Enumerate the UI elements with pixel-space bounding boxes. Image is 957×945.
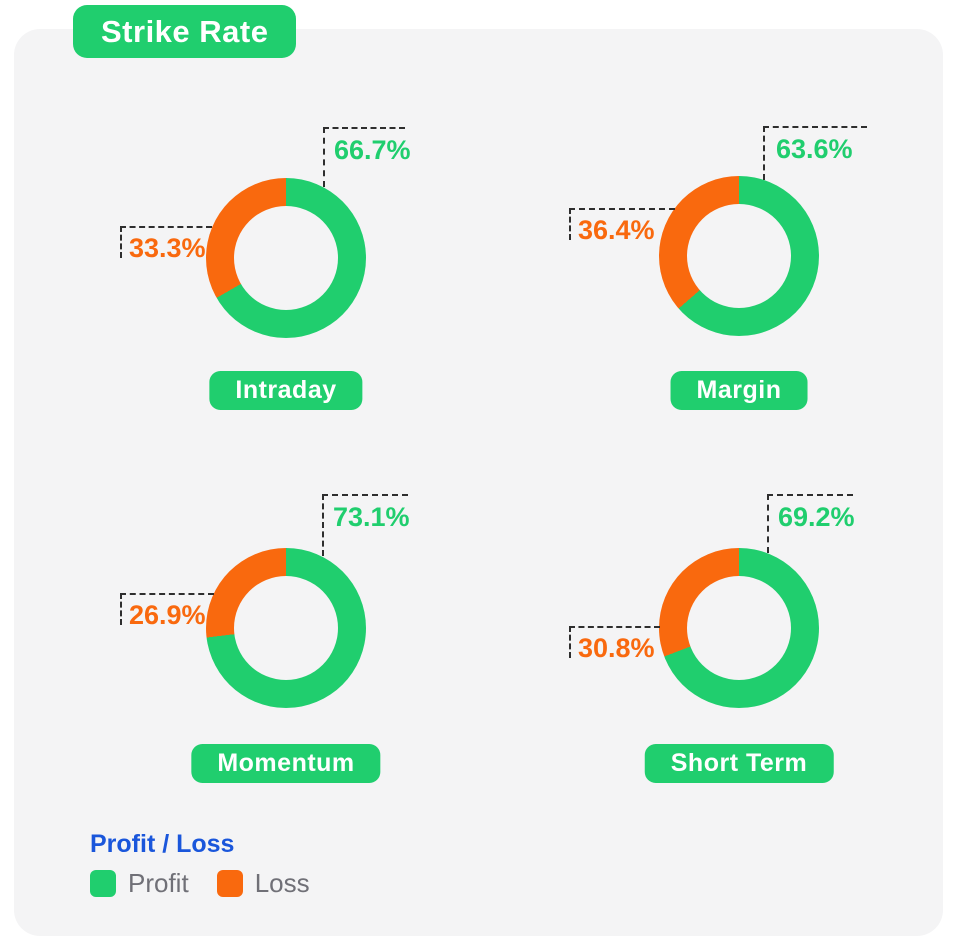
profit-percent-label: 73.1% [333, 502, 410, 532]
loss-callout-line [120, 226, 212, 228]
chart-title-momentum: Momentum [191, 744, 381, 783]
profit-callout-line [323, 127, 405, 129]
loss-percent-label: 26.9% [129, 600, 206, 630]
donut-hole [234, 206, 338, 310]
legend: Profit Loss [90, 868, 338, 899]
profit-callout-line [323, 127, 325, 187]
legend-label-loss: Loss [254, 868, 310, 898]
loss-callout-line [569, 626, 660, 628]
loss-swatch [216, 870, 243, 897]
loss-percent-label: 33.3% [129, 233, 206, 263]
donut-intraday[interactable] [206, 178, 366, 338]
profit-callout-line [763, 126, 867, 128]
donut-momentum[interactable] [206, 548, 366, 708]
profit-callout-line [763, 126, 765, 180]
loss-percent-label: 30.8% [578, 633, 655, 663]
profit-callout-line [322, 494, 324, 556]
loss-callout-line [120, 593, 122, 625]
loss-percent-label: 36.4% [578, 215, 655, 245]
donut-hole [687, 204, 791, 308]
donut-margin[interactable] [659, 176, 819, 336]
donut-hole [687, 576, 791, 680]
page-title-badge: Strike Rate [73, 5, 297, 59]
loss-callout-line [569, 208, 571, 240]
legend-label-profit: Profit [128, 868, 189, 898]
chart-title-margin: Margin [670, 371, 808, 410]
profit-callout-line [767, 494, 853, 496]
profit-percent-label: 69.2% [778, 502, 855, 532]
profit-swatch [90, 870, 116, 897]
chart-title-intraday: Intraday [209, 371, 363, 410]
loss-callout-line [120, 226, 122, 258]
profit-callout-line [767, 494, 769, 553]
dashboard-card [14, 29, 943, 936]
page-title: Strike Rate [101, 14, 269, 49]
profit-callout-line [322, 494, 408, 496]
legend-title: Profit / Loss [90, 830, 235, 858]
loss-callout-line [120, 593, 214, 595]
profit-percent-label: 63.6% [776, 134, 853, 164]
loss-callout-line [569, 626, 571, 658]
chart-title-short-term: Short Term [644, 744, 834, 783]
loss-callout-line [569, 208, 675, 210]
profit-percent-label: 66.7% [334, 135, 411, 165]
donut-short-term[interactable] [659, 548, 819, 708]
donut-hole [234, 576, 338, 680]
